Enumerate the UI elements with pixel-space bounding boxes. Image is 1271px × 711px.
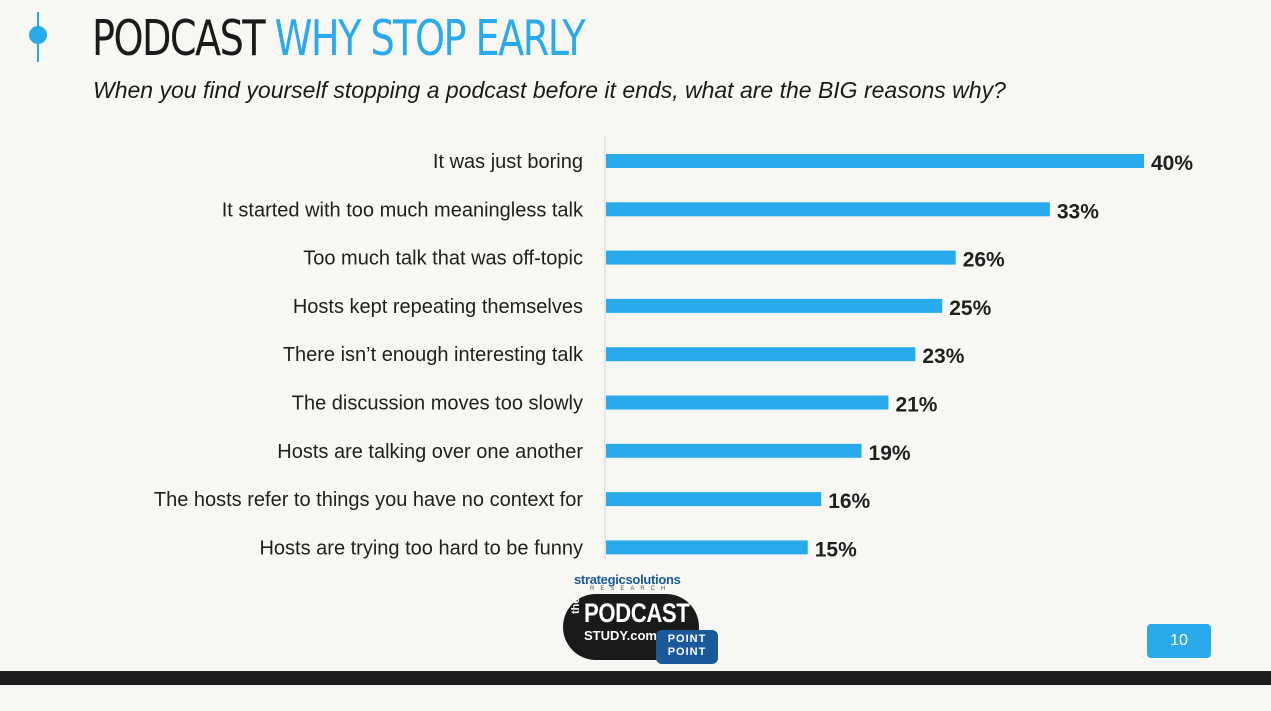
category-label: The discussion moves too slowly bbox=[292, 393, 583, 415]
logo-point-to-point: POINT POINT bbox=[656, 630, 718, 664]
value-label: 33% bbox=[1057, 200, 1099, 223]
value-label: 21% bbox=[895, 394, 937, 417]
page-title: PODCAST WHY STOP EARLY bbox=[92, 10, 586, 68]
title-accent: WHY STOP EARLY bbox=[274, 10, 586, 67]
slide: PODCAST WHY STOP EARLY When you find you… bbox=[29, 10, 1211, 670]
accent-dot-icon bbox=[29, 26, 47, 44]
bar bbox=[606, 443, 862, 458]
logo-podcast: PODCAST bbox=[584, 598, 690, 628]
footer-bar bbox=[0, 671, 1271, 685]
value-label: 25% bbox=[949, 297, 991, 320]
category-label: Hosts kept repeating themselves bbox=[293, 296, 583, 318]
logo-the: the bbox=[570, 597, 582, 615]
bar bbox=[606, 250, 956, 265]
title-main: PODCAST bbox=[92, 10, 266, 67]
value-label: 26% bbox=[963, 249, 1005, 272]
bar bbox=[606, 540, 808, 555]
below-slide-area bbox=[0, 685, 1271, 711]
category-label: Too much talk that was off-topic bbox=[303, 248, 583, 270]
category-label: The hosts refer to things you have no co… bbox=[154, 489, 583, 511]
logo-point-1: POINT bbox=[667, 633, 707, 645]
value-label: 23% bbox=[922, 345, 964, 368]
logo-research: RESEARCH bbox=[590, 586, 672, 592]
logo-study: STUDY.com bbox=[584, 628, 657, 643]
bar bbox=[606, 347, 916, 362]
bar bbox=[606, 154, 1144, 168]
category-label: Hosts are talking over one another bbox=[277, 441, 583, 463]
value-label: 40% bbox=[1151, 152, 1193, 175]
bar bbox=[606, 202, 1050, 217]
logo-strategic-solutions: strategicsolutions bbox=[574, 572, 681, 587]
page-number-badge: 10 bbox=[1147, 624, 1211, 658]
value-label: 16% bbox=[828, 490, 870, 513]
category-label: There isn’t enough interesting talk bbox=[283, 344, 584, 366]
category-label: Hosts are trying too hard to be funny bbox=[259, 537, 583, 559]
bar bbox=[606, 395, 889, 410]
category-label: It was just boring bbox=[433, 151, 583, 173]
category-label: It started with too much meaningless tal… bbox=[222, 199, 584, 221]
logo-solutions: solutions bbox=[625, 572, 681, 587]
bar bbox=[606, 492, 822, 507]
bar bbox=[606, 298, 943, 313]
podcast-study-logo: strategicsolutions RESEARCH the PODCAST … bbox=[560, 572, 740, 670]
value-label: 19% bbox=[869, 442, 911, 465]
bar-chart: It was just boring 40% It started with too… bbox=[154, 136, 1193, 561]
page-subtitle: When you find yourself stopping a podcas… bbox=[93, 77, 1006, 103]
value-label: 15% bbox=[815, 538, 857, 561]
logo-point-2: POINT bbox=[667, 646, 707, 658]
